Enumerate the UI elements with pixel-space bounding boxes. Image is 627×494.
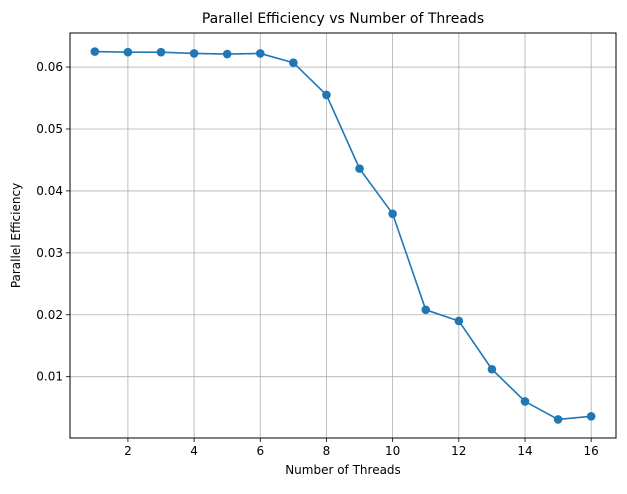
y-tick-label: 0.04 — [36, 184, 63, 198]
data-point — [454, 316, 464, 326]
data-point — [289, 58, 298, 68]
data-point — [322, 90, 331, 100]
x-tick-label: 8 — [323, 444, 331, 458]
x-axis-ticks: 2 4 6 8 10 12 14 16 — [124, 438, 599, 458]
data-point — [520, 397, 530, 406]
x-tick-label: 4 — [190, 444, 198, 458]
series-line — [94, 50, 592, 421]
grid — [70, 33, 616, 438]
data-point — [388, 209, 397, 219]
x-axis-label: Number of Threads — [285, 463, 401, 477]
data-point — [222, 49, 232, 59]
x-tick-label: 14 — [517, 444, 532, 458]
data-point — [421, 305, 431, 315]
y-axis-ticks: 0.01 0.02 0.03 0.04 0.05 0.06 — [36, 60, 70, 384]
y-tick-label: 0.01 — [36, 370, 63, 384]
data-point — [553, 415, 563, 424]
plot-area-frame — [69, 32, 617, 439]
data-point — [355, 164, 364, 173]
x-tick-label: 12 — [451, 444, 466, 458]
y-tick-label: 0.03 — [36, 246, 63, 260]
y-tick-label: 0.02 — [36, 308, 63, 322]
x-tick-label: 16 — [584, 444, 599, 458]
x-tick-label: 10 — [385, 444, 400, 458]
data-point — [123, 47, 133, 57]
y-tick-label: 0.05 — [36, 122, 63, 136]
y-axis-label: Parallel Efficiency — [9, 183, 23, 288]
series-layer — [90, 47, 596, 424]
data-point — [189, 49, 199, 58]
data-point — [487, 364, 497, 374]
data-point — [586, 412, 596, 421]
data-point — [90, 47, 100, 56]
x-tick-label: 6 — [256, 444, 264, 458]
data-point — [255, 49, 265, 58]
chart-title: Parallel Efficiency vs Number of Threads — [202, 11, 484, 27]
x-tick-label: 2 — [124, 444, 132, 458]
y-tick-label: 0.06 — [36, 60, 63, 74]
data-point — [156, 47, 166, 57]
